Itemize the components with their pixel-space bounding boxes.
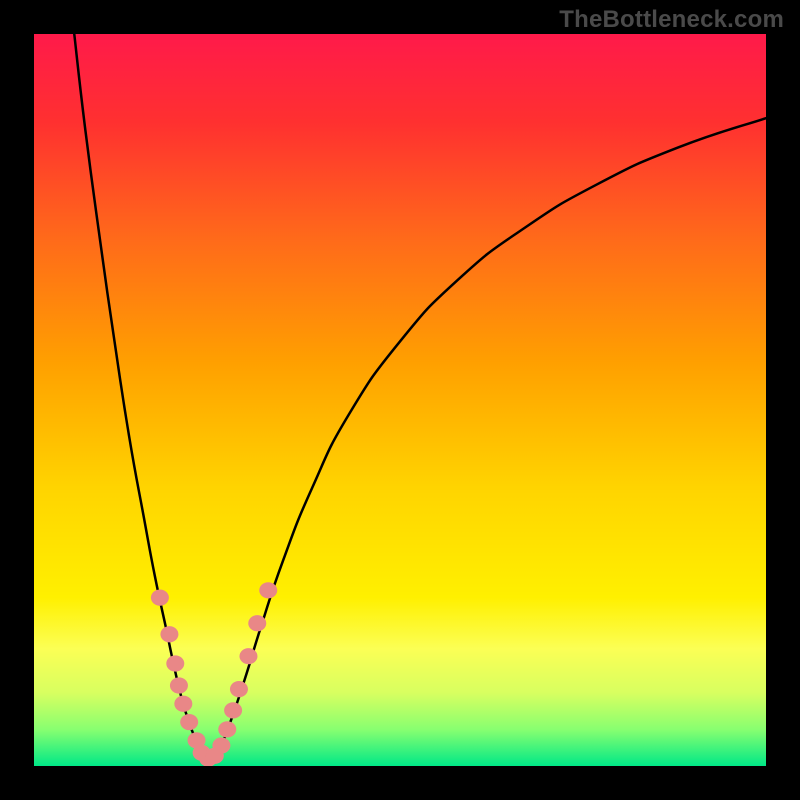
- marker-dot: [151, 590, 169, 606]
- marker-dot: [259, 582, 277, 598]
- marker-dot: [170, 677, 188, 693]
- plot-area: [34, 34, 766, 766]
- marker-dot: [174, 696, 192, 712]
- gradient-background: [34, 34, 766, 766]
- marker-dot: [180, 714, 198, 730]
- marker-dot: [166, 655, 184, 671]
- marker-dot: [230, 681, 248, 697]
- marker-dot: [224, 702, 242, 718]
- marker-dot: [212, 737, 230, 753]
- marker-dot: [248, 615, 266, 631]
- marker-dot: [239, 648, 257, 664]
- marker-dot: [218, 721, 236, 737]
- canvas: TheBottleneck.com: [0, 0, 800, 800]
- watermark-text: TheBottleneck.com: [559, 6, 784, 34]
- marker-dot: [160, 626, 178, 642]
- plot-svg: [34, 34, 766, 766]
